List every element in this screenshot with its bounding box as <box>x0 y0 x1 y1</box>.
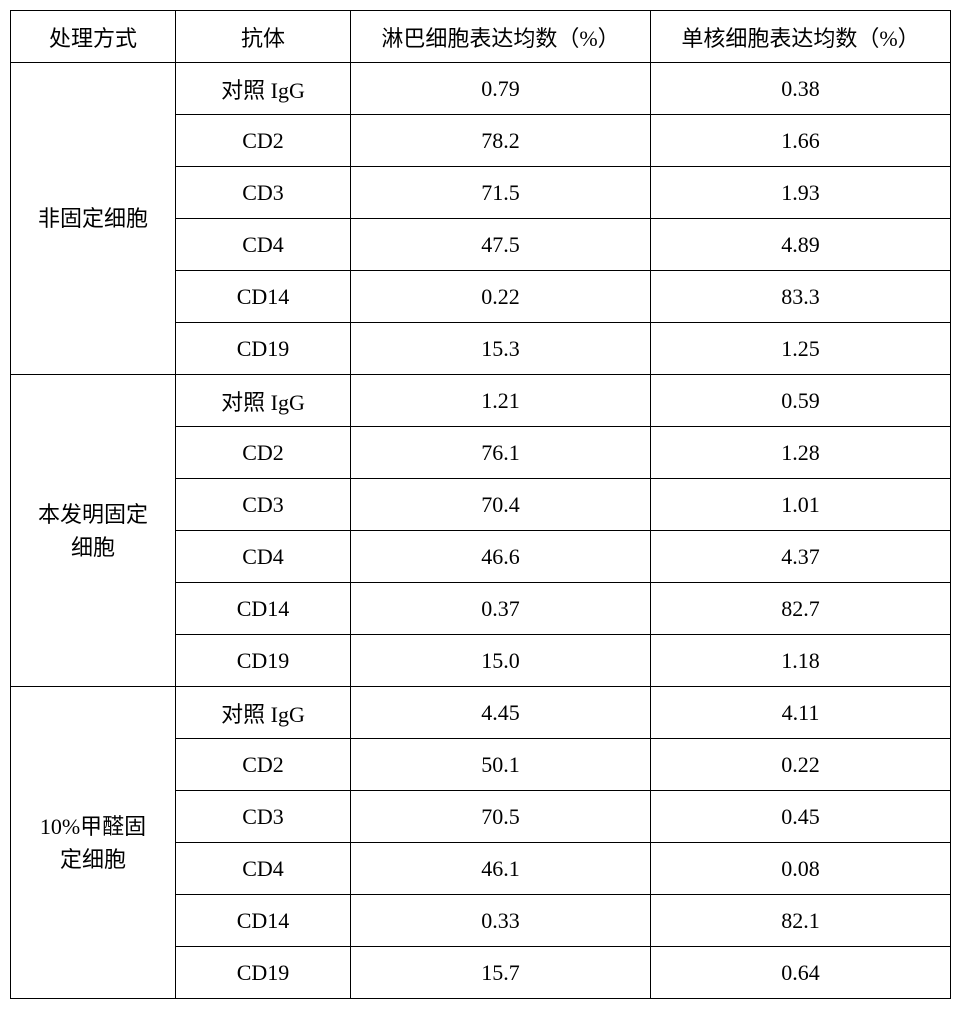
cell-antibody: CD14 <box>176 583 351 635</box>
cell-antibody: CD3 <box>176 167 351 219</box>
cell-mono: 4.11 <box>651 687 951 739</box>
cell-lymph: 70.4 <box>351 479 651 531</box>
cell-antibody: 对照 IgG <box>176 687 351 739</box>
cell-antibody: CD4 <box>176 219 351 271</box>
cell-lymph: 46.6 <box>351 531 651 583</box>
cell-lymph: 76.1 <box>351 427 651 479</box>
cell-mono: 82.7 <box>651 583 951 635</box>
cell-mono: 1.25 <box>651 323 951 375</box>
cell-mono: 0.08 <box>651 843 951 895</box>
cell-lymph: 78.2 <box>351 115 651 167</box>
cell-mono: 1.01 <box>651 479 951 531</box>
cell-lymph: 70.5 <box>351 791 651 843</box>
cell-antibody: CD2 <box>176 427 351 479</box>
cell-mono: 0.45 <box>651 791 951 843</box>
cell-lymph: 4.45 <box>351 687 651 739</box>
cell-lymph: 71.5 <box>351 167 651 219</box>
data-table: 处理方式 抗体 淋巴细胞表达均数（%） 单核细胞表达均数（%） 非固定细胞 对照… <box>10 10 951 999</box>
group-label-0: 非固定细胞 <box>11 63 176 375</box>
cell-lymph: 15.3 <box>351 323 651 375</box>
table-row: 非固定细胞 对照 IgG 0.79 0.38 <box>11 63 951 115</box>
cell-antibody: CD14 <box>176 271 351 323</box>
cell-antibody: CD19 <box>176 947 351 999</box>
cell-lymph: 0.22 <box>351 271 651 323</box>
cell-lymph: 15.7 <box>351 947 651 999</box>
cell-antibody: CD14 <box>176 895 351 947</box>
cell-antibody: CD3 <box>176 479 351 531</box>
cell-mono: 0.22 <box>651 739 951 791</box>
col-header-monocyte: 单核细胞表达均数（%） <box>651 11 951 63</box>
cell-mono: 83.3 <box>651 271 951 323</box>
cell-antibody: CD19 <box>176 635 351 687</box>
cell-lymph: 50.1 <box>351 739 651 791</box>
col-header-treatment: 处理方式 <box>11 11 176 63</box>
cell-mono: 4.37 <box>651 531 951 583</box>
cell-mono: 0.64 <box>651 947 951 999</box>
table-row: 10%甲醛固定细胞 对照 IgG 4.45 4.11 <box>11 687 951 739</box>
cell-mono: 1.18 <box>651 635 951 687</box>
table-body: 非固定细胞 对照 IgG 0.79 0.38 CD2 78.2 1.66 CD3… <box>11 63 951 999</box>
cell-mono: 0.38 <box>651 63 951 115</box>
cell-mono: 1.93 <box>651 167 951 219</box>
col-header-antibody: 抗体 <box>176 11 351 63</box>
cell-mono: 1.66 <box>651 115 951 167</box>
cell-lymph: 0.33 <box>351 895 651 947</box>
cell-lymph: 1.21 <box>351 375 651 427</box>
cell-lymph: 0.79 <box>351 63 651 115</box>
cell-antibody: CD19 <box>176 323 351 375</box>
cell-antibody: 对照 IgG <box>176 375 351 427</box>
cell-mono: 4.89 <box>651 219 951 271</box>
group-label-2: 10%甲醛固定细胞 <box>11 687 176 999</box>
cell-mono: 0.59 <box>651 375 951 427</box>
cell-lymph: 46.1 <box>351 843 651 895</box>
cell-mono: 82.1 <box>651 895 951 947</box>
cell-lymph: 0.37 <box>351 583 651 635</box>
cell-lymph: 15.0 <box>351 635 651 687</box>
cell-lymph: 47.5 <box>351 219 651 271</box>
col-header-lymphocyte: 淋巴细胞表达均数（%） <box>351 11 651 63</box>
group-label-1: 本发明固定细胞 <box>11 375 176 687</box>
cell-antibody: CD2 <box>176 115 351 167</box>
cell-mono: 1.28 <box>651 427 951 479</box>
cell-antibody: CD2 <box>176 739 351 791</box>
cell-antibody: 对照 IgG <box>176 63 351 115</box>
table-header-row: 处理方式 抗体 淋巴细胞表达均数（%） 单核细胞表达均数（%） <box>11 11 951 63</box>
cell-antibody: CD4 <box>176 531 351 583</box>
cell-antibody: CD3 <box>176 791 351 843</box>
table-row: 本发明固定细胞 对照 IgG 1.21 0.59 <box>11 375 951 427</box>
cell-antibody: CD4 <box>176 843 351 895</box>
